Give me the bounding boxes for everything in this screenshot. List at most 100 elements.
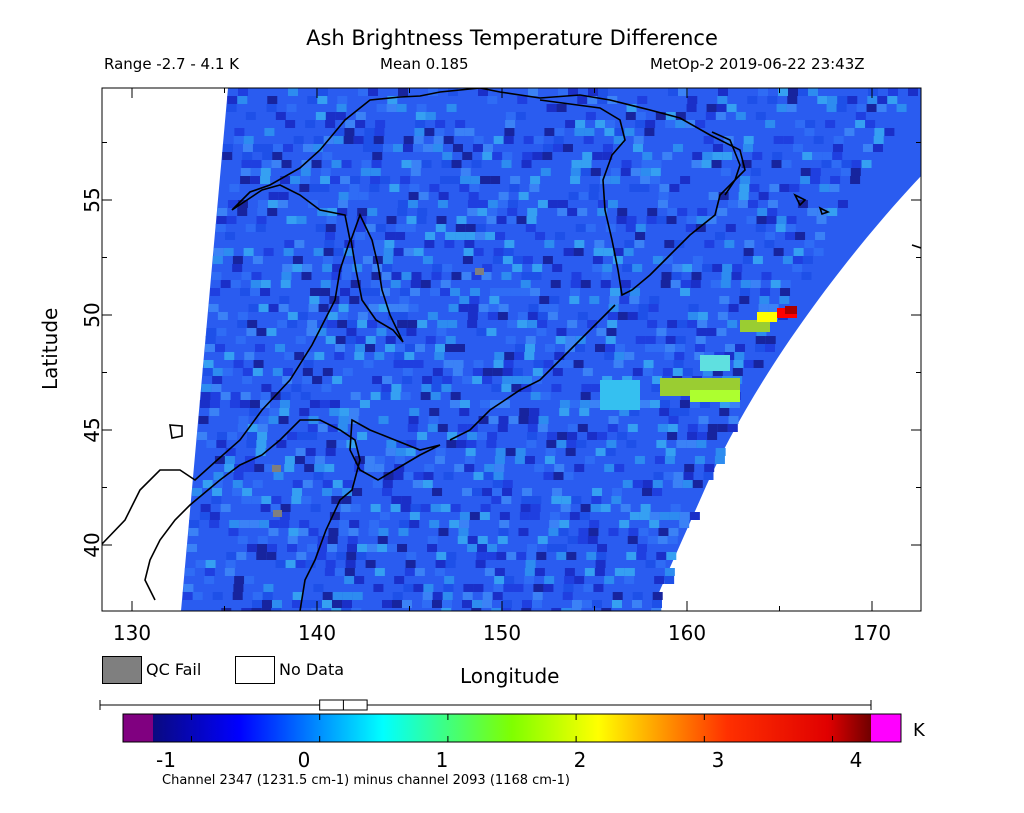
data-cell [590, 168, 601, 176]
data-cell [473, 584, 484, 592]
data-cell [244, 576, 255, 584]
data-cell [444, 240, 455, 248]
data-cell [507, 208, 518, 216]
data-cell [430, 288, 441, 296]
data-cell [626, 552, 637, 560]
data-cell [868, 88, 878, 96]
data-cell [321, 600, 332, 608]
data-cell [431, 600, 442, 608]
data-cell [298, 528, 309, 536]
data-cell [524, 344, 535, 352]
data-cell [492, 480, 503, 488]
data-cell [355, 224, 366, 232]
data-cell [369, 184, 380, 192]
data-cell [322, 368, 333, 376]
data-cell [457, 424, 468, 432]
data-cell [374, 352, 385, 360]
data-cell [342, 368, 353, 376]
data-cell [813, 248, 824, 256]
data-cell [812, 152, 823, 160]
data-cell [364, 464, 375, 472]
data-cell [232, 480, 243, 488]
data-cell [372, 256, 383, 264]
data-cell [322, 592, 333, 600]
data-cell [355, 112, 366, 120]
data-cell [230, 280, 241, 288]
data-cell [290, 176, 301, 184]
data-cell [765, 120, 776, 128]
data-cell [620, 168, 631, 176]
data-cell [353, 136, 364, 144]
data-cell [398, 528, 409, 536]
data-cell [417, 432, 428, 440]
data-cell [247, 544, 258, 552]
data-cell [491, 608, 502, 611]
data-cell [674, 352, 685, 360]
data-cell [656, 440, 667, 448]
data-cell [677, 208, 688, 216]
data-cell [417, 208, 428, 216]
data-cell [547, 544, 558, 552]
data-cell [200, 504, 211, 512]
data-cell [446, 104, 457, 112]
data-cell [682, 264, 693, 272]
data-cell [579, 512, 590, 520]
data-cell [459, 296, 470, 304]
data-cell [520, 280, 531, 288]
data-cell [438, 192, 449, 200]
data-cell [605, 336, 616, 344]
data-cell [570, 288, 581, 296]
data-cell [728, 416, 739, 424]
data-cell [416, 104, 427, 112]
data-cell [374, 128, 385, 136]
data-cell [522, 488, 533, 496]
data-cell [621, 160, 632, 168]
data-cell [856, 104, 867, 112]
data-cell [469, 296, 480, 304]
data-cell [552, 144, 563, 152]
data-cell [525, 224, 536, 232]
data-cell [552, 264, 563, 272]
data-cell [626, 216, 637, 224]
data-cell [580, 392, 591, 400]
data-cell [358, 192, 369, 200]
data-cell [367, 208, 378, 216]
colorbar-tick-label: 3 [711, 748, 725, 772]
data-cell [677, 320, 688, 328]
data-cell [392, 144, 403, 152]
data-cell [442, 264, 453, 272]
data-cell [640, 504, 651, 512]
data-cell [242, 488, 253, 496]
data-cell [213, 248, 224, 256]
data-cell [404, 344, 415, 352]
data-cell [792, 144, 803, 152]
data-cell [260, 168, 271, 176]
data-cell [435, 224, 446, 232]
data-cell [199, 400, 210, 408]
data-cell [601, 608, 612, 611]
data-cell [873, 136, 884, 144]
data-cell [534, 568, 545, 576]
data-cell [610, 288, 621, 296]
map-title: Ash Brightness Temperature Difference [306, 26, 718, 50]
data-cell [667, 424, 678, 432]
data-cell [280, 280, 291, 288]
data-cell [644, 344, 655, 352]
data-cell [589, 296, 600, 304]
data-cell [695, 120, 706, 128]
data-cell [596, 552, 607, 560]
data-cell [464, 464, 475, 472]
data-cell [202, 368, 213, 376]
data-cell [604, 344, 615, 352]
data-cell [631, 600, 642, 608]
data-cell [233, 584, 244, 592]
data-cell [739, 296, 750, 304]
data-cell [404, 352, 415, 360]
data-cell [320, 288, 331, 296]
data-cell [580, 168, 591, 176]
data-cell [266, 552, 277, 560]
data-cell [627, 424, 638, 432]
data-cell [562, 144, 573, 152]
data-cell [402, 368, 413, 376]
y-axis-label: Latitude [38, 307, 62, 390]
